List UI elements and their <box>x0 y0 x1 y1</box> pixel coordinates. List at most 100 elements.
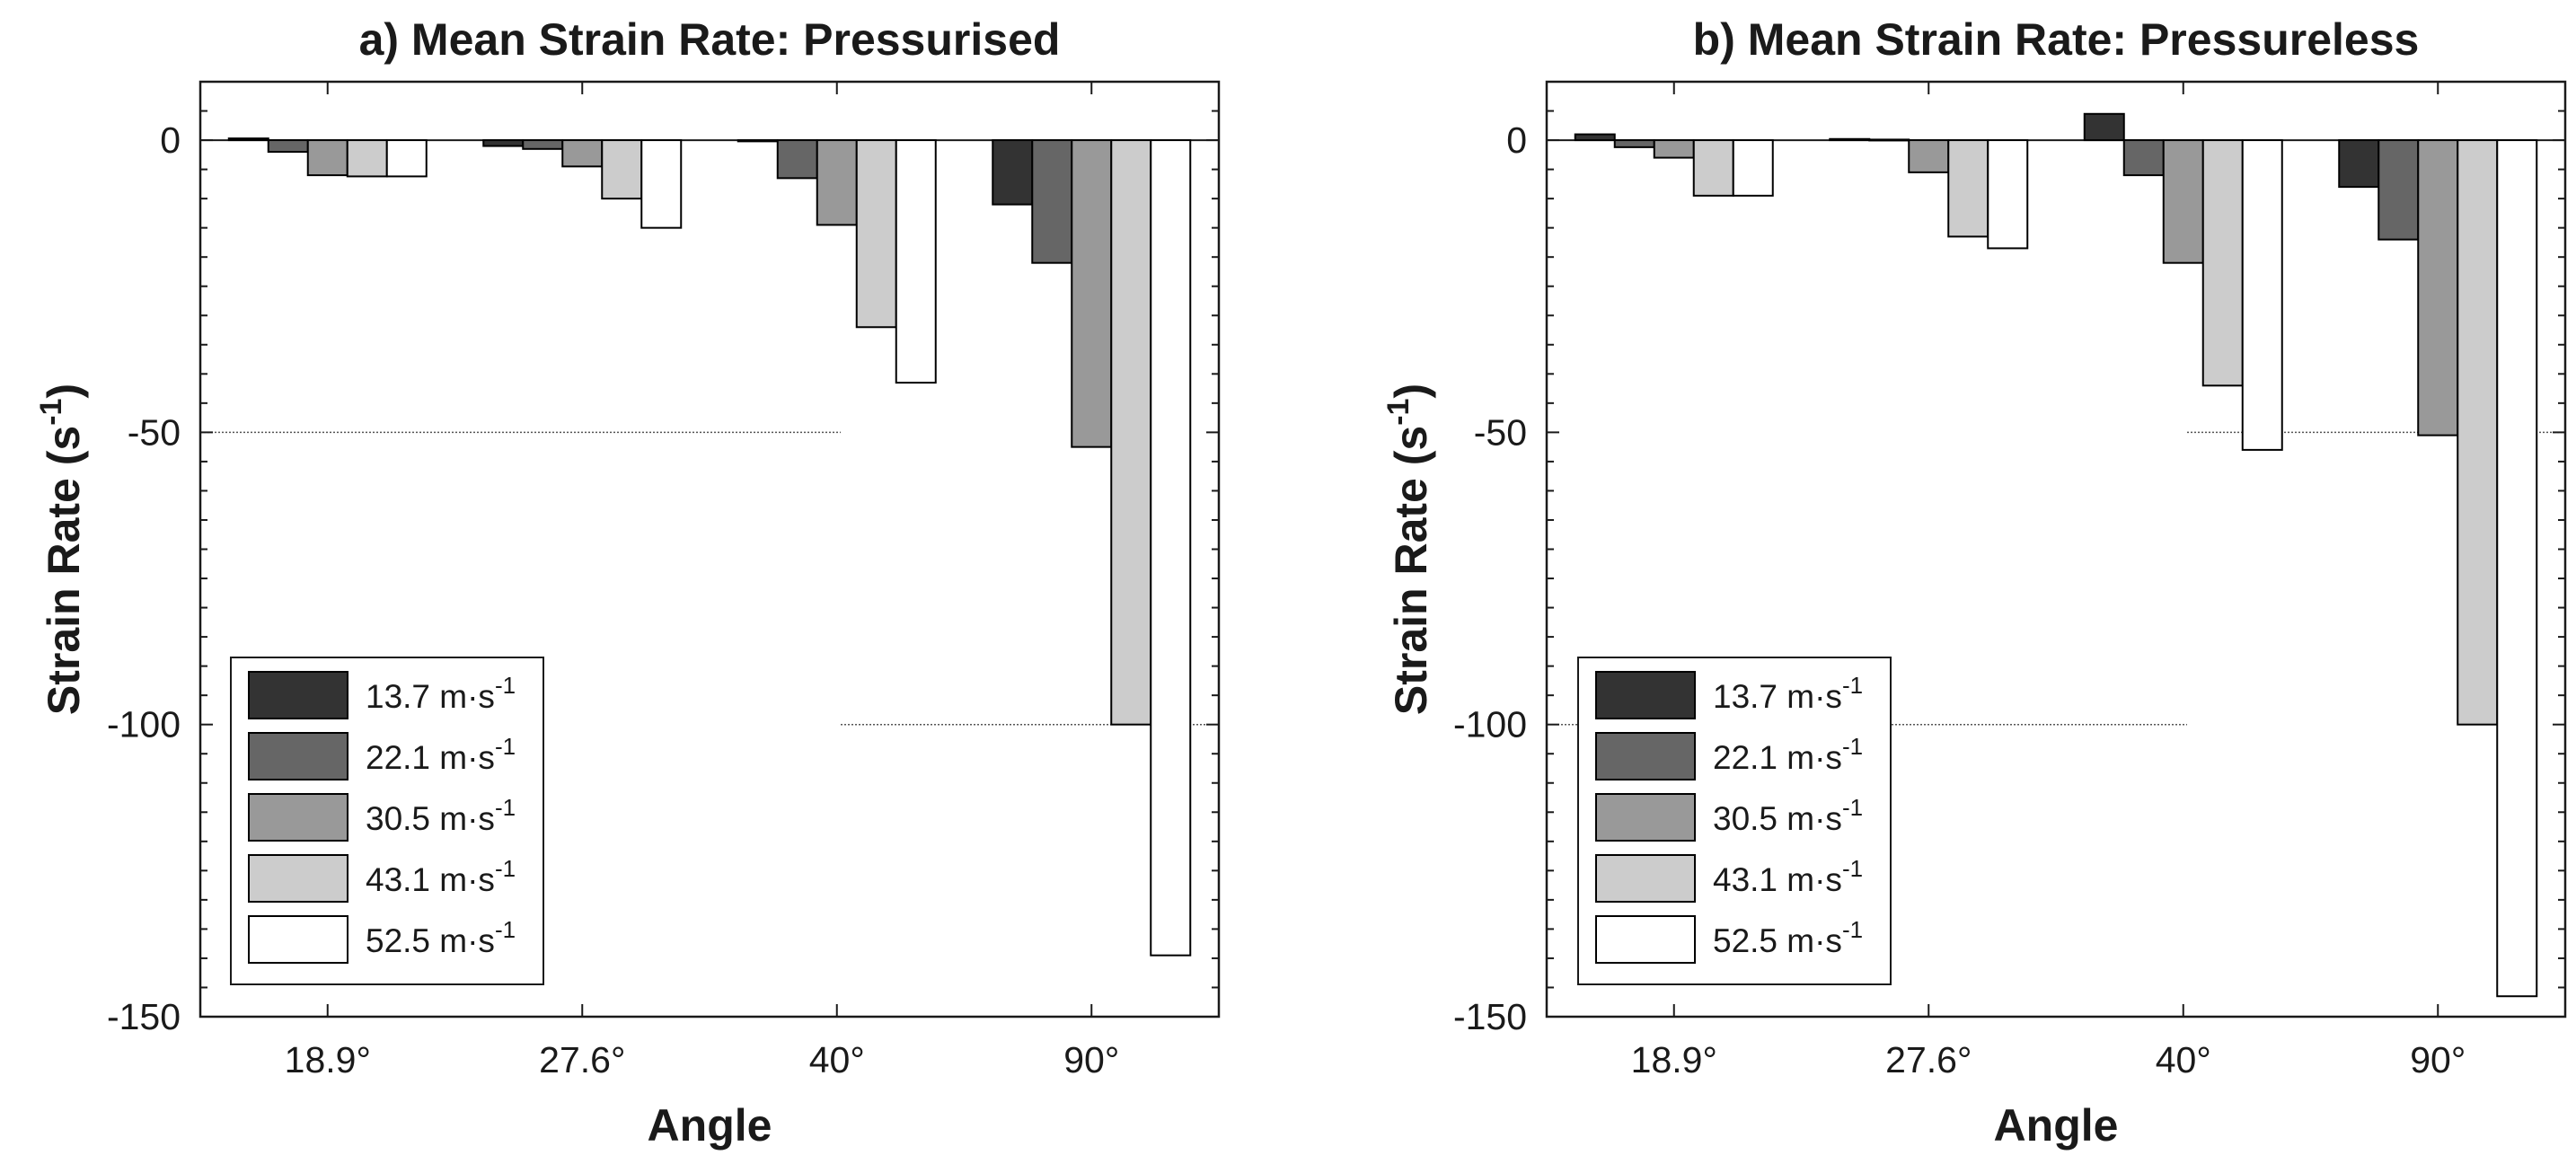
legend-label: 13.7 m·s-1 <box>1713 672 1863 715</box>
legend-label: 43.1 m·s-1 <box>366 855 516 898</box>
bar-43_1-1 <box>601 139 643 200</box>
y-axis-label-sup: -1 <box>1381 399 1416 426</box>
legend-label-text: 22.1 m·s <box>366 739 495 776</box>
bar-22_1-1 <box>522 139 564 150</box>
bar-30_5-2 <box>2162 139 2204 264</box>
bar-43_1-2 <box>2201 139 2244 387</box>
bar-22_1-3 <box>2378 139 2420 241</box>
bar-52_5-3 <box>1150 139 1192 957</box>
legend-label: 30.5 m·s-1 <box>1713 794 1863 837</box>
legend: 13.7 m·s-122.1 m·s-130.5 m·s-143.1 m·s-1… <box>230 657 544 985</box>
y-axis-label-end: ) <box>39 384 89 399</box>
bar-13_7-3 <box>992 139 1034 206</box>
x-axis-label: Angle <box>648 1100 772 1151</box>
x-tick-label: 90° <box>1063 1039 1119 1080</box>
legend-label: 43.1 m·s-1 <box>1713 855 1863 898</box>
legend-swatch <box>1595 854 1696 903</box>
legend-label-text: 52.5 m·s <box>1713 922 1842 959</box>
bar-30_5-0 <box>306 139 348 177</box>
legend-label-sup: -1 <box>495 733 516 760</box>
bar-13_7-1 <box>1829 137 1871 142</box>
legend-label-text: 13.7 m·s <box>366 678 495 715</box>
bar-22_1-1 <box>1868 138 1910 142</box>
x-tick-label: 27.6° <box>539 1039 625 1080</box>
bar-30_5-1 <box>1908 139 1950 173</box>
x-tick-label: 40° <box>809 1039 865 1080</box>
legend-label: 52.5 m·s-1 <box>1713 916 1863 959</box>
legend-label-sup: -1 <box>495 672 516 699</box>
y-tick-label: -150 <box>1453 996 1527 1037</box>
legend-swatch <box>248 915 348 964</box>
bar-52_5-0 <box>1732 139 1774 197</box>
bar-30_5-0 <box>1653 139 1695 159</box>
legend-label: 52.5 m·s-1 <box>366 916 516 959</box>
chart-title: a) Mean Strain Rate: Pressurised <box>359 14 1061 65</box>
legend-label: 22.1 m·s-1 <box>1713 733 1863 776</box>
legend-swatch <box>1595 732 1696 780</box>
bar-13_7-2 <box>737 139 779 143</box>
legend-label-text: 22.1 m·s <box>1713 739 1842 776</box>
legend-label: 22.1 m·s-1 <box>366 733 516 776</box>
bar-43_1-0 <box>346 139 388 178</box>
bar-13_7-0 <box>227 137 269 142</box>
y-axis-label: Strain Rate (s-1) <box>1381 384 1436 715</box>
bar-30_5-2 <box>816 139 858 226</box>
y-axis-label-text: Strain Rate (s <box>39 426 89 715</box>
bar-43_1-1 <box>1947 139 1989 238</box>
bar-13_7-0 <box>1574 133 1616 142</box>
legend-label-sup: -1 <box>495 794 516 821</box>
bar-43_1-2 <box>855 139 897 329</box>
y-axis-label-text: Strain Rate (s <box>1386 426 1436 715</box>
legend-swatch <box>1595 793 1696 842</box>
legend-label-text: 30.5 m·s <box>1713 800 1842 837</box>
legend-label-sup: -1 <box>1842 733 1863 760</box>
x-tick-label: 27.6° <box>1885 1039 1972 1080</box>
bar-22_1-2 <box>776 139 818 180</box>
bar-22_1-3 <box>1031 139 1073 264</box>
bar-43_1-3 <box>2457 139 2499 726</box>
legend-swatch <box>248 732 348 780</box>
y-tick-label: -100 <box>1453 704 1527 745</box>
legend-swatch <box>1595 915 1696 964</box>
x-tick-label: 18.9° <box>285 1039 371 1080</box>
legend-label-text: 13.7 m·s <box>1713 678 1842 715</box>
bar-22_1-0 <box>1613 139 1655 148</box>
legend-label-text: 43.1 m·s <box>1713 861 1842 898</box>
chart-title: b) Mean Strain Rate: Pressureless <box>1693 14 2420 65</box>
legend-label: 13.7 m·s-1 <box>366 672 516 715</box>
bar-52_5-1 <box>640 139 683 229</box>
x-tick-label: 40° <box>2156 1039 2211 1080</box>
y-axis-label-sup: -1 <box>34 399 68 426</box>
bar-13_7-3 <box>2338 139 2380 189</box>
x-tick-label: 90° <box>2410 1039 2466 1080</box>
bar-30_5-3 <box>1071 139 1113 448</box>
legend-label-sup: -1 <box>1842 672 1863 699</box>
bar-52_5-2 <box>895 139 937 384</box>
y-tick-label: -150 <box>107 996 181 1037</box>
legend-label: 30.5 m·s-1 <box>366 794 516 837</box>
legend-label-text: 43.1 m·s <box>366 861 495 898</box>
legend-label-sup: -1 <box>1842 794 1863 821</box>
y-tick-label: -100 <box>107 704 181 745</box>
bar-52_5-3 <box>2496 139 2538 998</box>
legend: 13.7 m·s-122.1 m·s-130.5 m·s-143.1 m·s-1… <box>1577 657 1892 985</box>
bar-30_5-1 <box>561 139 604 168</box>
legend-label-sup: -1 <box>1842 916 1863 943</box>
legend-label-sup: -1 <box>1842 855 1863 882</box>
y-axis-label: Strain Rate (s-1) <box>34 384 89 715</box>
legend-swatch <box>248 854 348 903</box>
legend-swatch <box>248 671 348 719</box>
legend-swatch <box>248 793 348 842</box>
legend-label-sup: -1 <box>495 916 516 943</box>
legend-label-text: 52.5 m·s <box>366 922 495 959</box>
y-tick-label: -50 <box>1474 411 1527 453</box>
bar-22_1-2 <box>2122 139 2165 177</box>
x-axis-label: Angle <box>1994 1100 2119 1151</box>
bar-43_1-3 <box>1110 139 1152 726</box>
bar-30_5-3 <box>2417 139 2459 436</box>
legend-swatch <box>1595 671 1696 719</box>
y-tick-label: 0 <box>160 119 181 161</box>
bar-22_1-0 <box>267 139 309 154</box>
bar-52_5-2 <box>2241 139 2283 451</box>
